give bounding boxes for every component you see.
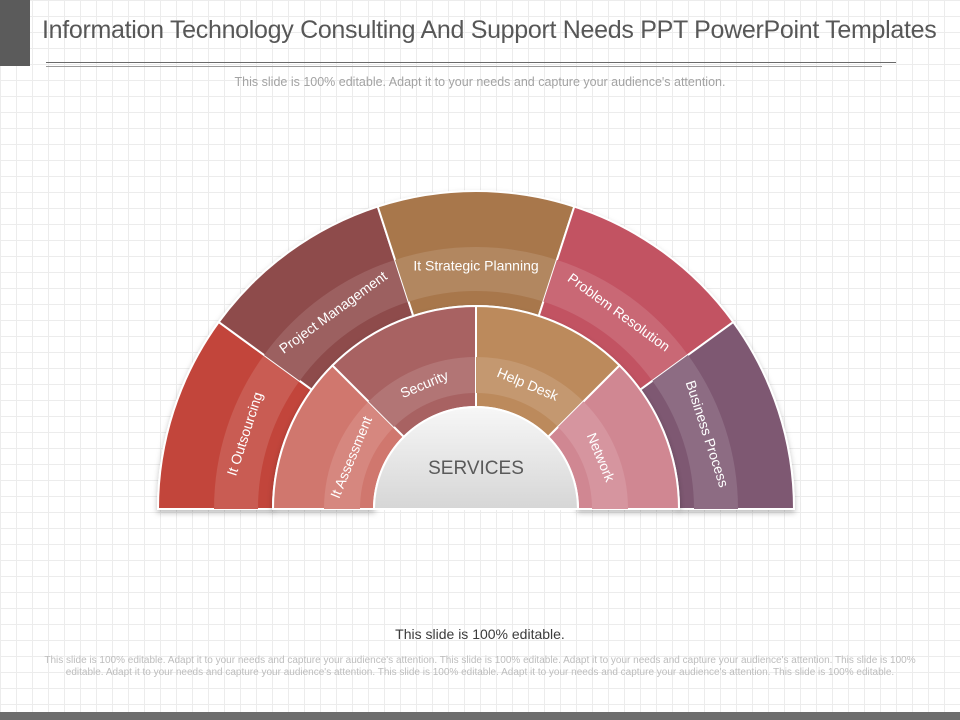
center-hub-shape	[372, 406, 580, 510]
outer-ring-segment-highlight-problem-resolution	[543, 259, 688, 381]
center-hub: SERVICES	[372, 406, 580, 510]
inner-ring-segment-highlight-it-assessment	[324, 401, 394, 509]
title-underline	[46, 62, 896, 63]
inner-ring-segment-highlight-help-desk	[476, 357, 584, 427]
editable-note: This slide is 100% editable.	[395, 626, 565, 642]
slide-title: Information Technology Consulting And Su…	[42, 16, 937, 44]
bottom-bar	[0, 712, 960, 720]
inner-ring-segment-highlight-security	[368, 357, 476, 427]
outer-ring-label-it-strategic-planning: It Strategic Planning	[413, 258, 538, 274]
title-corner-block	[0, 0, 30, 66]
title-underline-secondary	[46, 66, 882, 67]
body-text: This slide is 100% editable. Adapt it to…	[44, 655, 916, 678]
center-label: SERVICES	[428, 458, 524, 479]
outer-ring-segment-highlight-it-outsourcing	[214, 355, 300, 509]
outer-ring-segment-highlight-business-process	[652, 355, 738, 509]
outer-ring-segment-highlight-it-strategic-planning	[395, 247, 557, 302]
slide-subtitle: This slide is 100% editable. Adapt it to…	[234, 75, 726, 89]
inner-ring-segment-highlight-network	[558, 401, 628, 509]
inner-ring	[271, 304, 681, 510]
outer-ring-segment-highlight-project-management	[264, 259, 409, 381]
outer-ring	[156, 190, 796, 510]
